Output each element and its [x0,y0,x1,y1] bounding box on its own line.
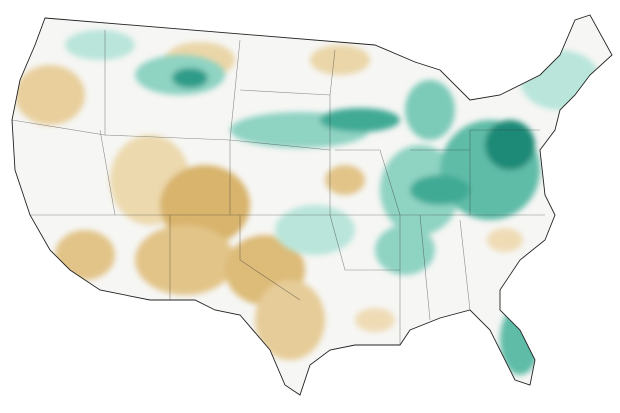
wet-area [485,120,535,170]
dry-area [255,280,325,360]
dry-area [160,165,250,245]
wet-area [410,175,470,205]
dry-area [15,65,85,125]
wet-area [275,205,355,255]
dry-area [55,230,115,280]
wet-area [375,225,435,275]
dry-areas [15,42,523,360]
dry-area [355,308,395,332]
dry-area [325,165,365,195]
wet-area [172,68,208,88]
wet-area [65,30,135,60]
dry-area [310,45,370,75]
wet-area [405,80,455,140]
state-borders [12,30,545,345]
wet-area [320,108,400,132]
dry-area [135,225,235,295]
country-outline [11,14,613,396]
state-lines [12,30,545,345]
dry-area [487,228,523,252]
